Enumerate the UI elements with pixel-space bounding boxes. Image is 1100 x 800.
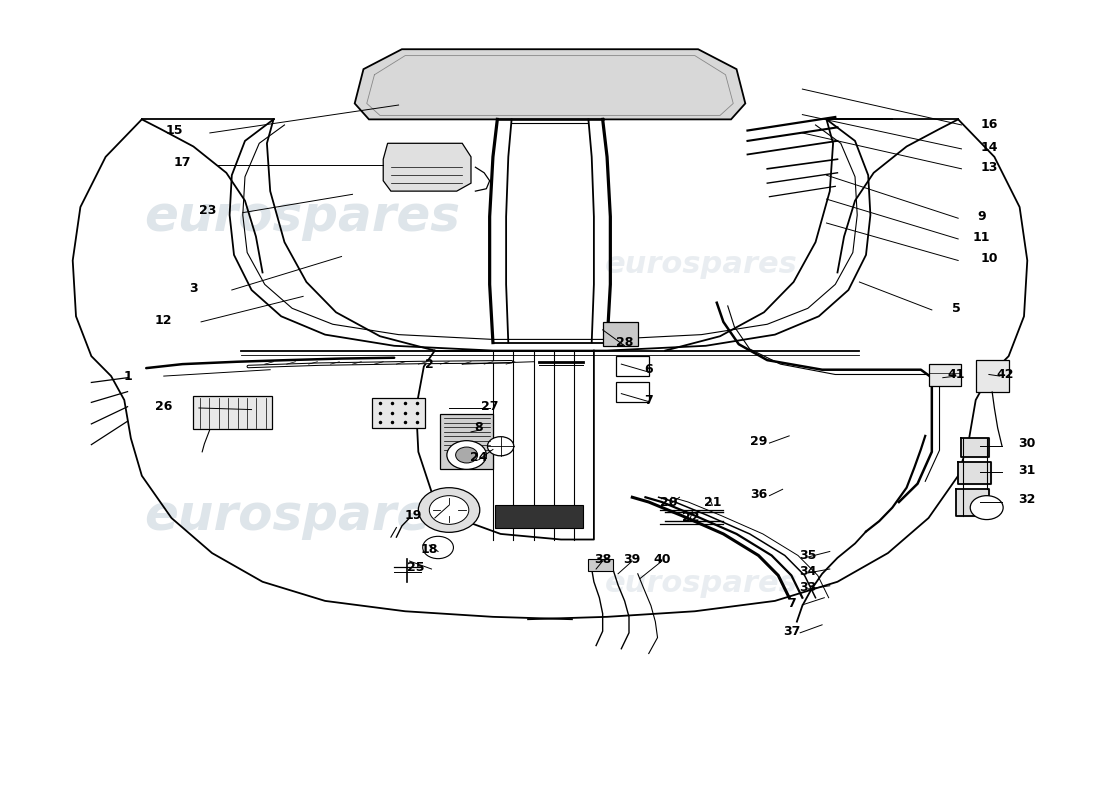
FancyBboxPatch shape — [616, 356, 649, 376]
Polygon shape — [958, 462, 991, 484]
Circle shape — [422, 536, 453, 558]
Text: eurospares: eurospares — [605, 250, 797, 279]
Text: 11: 11 — [972, 231, 990, 244]
Text: 3: 3 — [189, 282, 198, 295]
FancyBboxPatch shape — [588, 559, 613, 571]
Text: 1: 1 — [123, 370, 132, 382]
Polygon shape — [956, 490, 989, 515]
Text: 26: 26 — [155, 400, 173, 413]
Text: 28: 28 — [616, 336, 634, 349]
Text: 24: 24 — [470, 451, 487, 464]
Text: 6: 6 — [645, 363, 653, 376]
Text: 15: 15 — [166, 124, 184, 137]
Polygon shape — [383, 143, 471, 191]
Text: 36: 36 — [750, 487, 767, 501]
Text: 22: 22 — [682, 511, 700, 525]
FancyBboxPatch shape — [928, 364, 961, 386]
FancyBboxPatch shape — [603, 322, 638, 346]
Text: 10: 10 — [980, 251, 998, 265]
Circle shape — [455, 447, 477, 463]
Text: 41: 41 — [947, 368, 965, 381]
Text: 23: 23 — [199, 204, 217, 217]
Text: 8: 8 — [474, 422, 483, 434]
Text: 30: 30 — [1019, 438, 1036, 450]
Text: 33: 33 — [800, 581, 816, 594]
Text: 12: 12 — [155, 314, 173, 326]
Text: 37: 37 — [783, 625, 800, 638]
Text: 9: 9 — [977, 210, 986, 223]
Text: 16: 16 — [980, 118, 998, 131]
Text: 5: 5 — [952, 302, 960, 315]
Text: 17: 17 — [174, 156, 191, 169]
Text: 31: 31 — [1019, 464, 1036, 477]
Text: eurospares: eurospares — [605, 569, 797, 598]
Text: 25: 25 — [407, 561, 425, 574]
Text: 19: 19 — [404, 509, 421, 522]
FancyBboxPatch shape — [495, 506, 583, 527]
Text: 21: 21 — [704, 495, 722, 509]
Text: 27: 27 — [481, 400, 498, 413]
Polygon shape — [961, 438, 989, 458]
FancyBboxPatch shape — [616, 382, 649, 402]
Text: 7: 7 — [645, 394, 653, 406]
Text: 20: 20 — [660, 495, 678, 509]
FancyBboxPatch shape — [440, 414, 493, 469]
Text: 38: 38 — [594, 553, 612, 566]
Text: 13: 13 — [980, 161, 998, 174]
Circle shape — [970, 496, 1003, 519]
Polygon shape — [354, 50, 746, 119]
Circle shape — [487, 437, 514, 456]
FancyBboxPatch shape — [372, 398, 425, 428]
Text: 2: 2 — [425, 358, 433, 370]
Text: 35: 35 — [800, 549, 816, 562]
FancyBboxPatch shape — [194, 396, 273, 430]
Text: 14: 14 — [980, 141, 998, 154]
Text: 39: 39 — [624, 553, 641, 566]
Text: 29: 29 — [750, 435, 767, 448]
Text: eurospares: eurospares — [144, 193, 460, 241]
Text: 42: 42 — [997, 368, 1014, 381]
Text: 18: 18 — [420, 543, 438, 556]
Circle shape — [429, 496, 469, 524]
Circle shape — [418, 488, 480, 532]
Text: 7: 7 — [786, 597, 795, 610]
Text: eurospares: eurospares — [144, 491, 460, 539]
Text: 32: 32 — [1019, 493, 1036, 506]
Text: 40: 40 — [653, 553, 671, 566]
Text: 34: 34 — [800, 565, 816, 578]
Circle shape — [447, 441, 486, 470]
FancyBboxPatch shape — [976, 360, 1009, 392]
